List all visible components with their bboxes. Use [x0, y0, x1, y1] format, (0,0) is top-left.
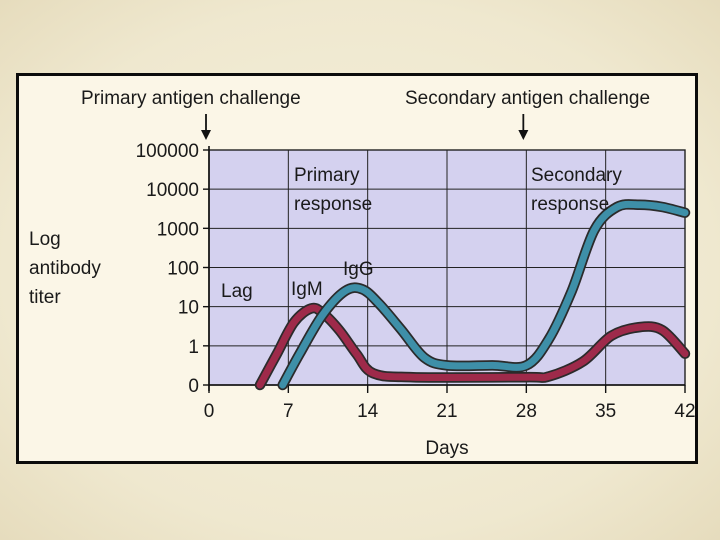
y-tick-label: 100 [167, 259, 199, 280]
x-axis-label: Days [425, 438, 468, 459]
y-axis-label: Log [29, 229, 61, 250]
x-tick-label: 28 [516, 401, 537, 422]
y-tick-label: 1 [188, 337, 199, 358]
y-tick-label: 0 [188, 376, 199, 397]
figure-frame: 0 1 10 100 1000 10000 100000 0 7 14 21 28 35 42 Days Lo… [16, 73, 698, 464]
antibody-titer-chart: 0 1 10 100 1000 10000 100000 0 7 14 21 28 35 42 Days Lo… [29, 88, 695, 459]
igg-label: IgG [343, 259, 374, 280]
x-tick-label: 7 [283, 401, 294, 422]
y-tick-label: 1000 [157, 219, 199, 240]
secondary-response-sublabel: response [531, 194, 609, 215]
x-tick-label: 35 [595, 401, 616, 422]
y-axis-label: titer [29, 287, 61, 308]
x-tick-label: 42 [674, 401, 695, 422]
primary-response-sublabel: response [294, 194, 372, 215]
primary-response-label: Primary [294, 165, 360, 186]
y-tick-label: 100000 [136, 141, 199, 162]
series-line-igg [279, 200, 689, 389]
y-tick-label: 10 [178, 298, 199, 319]
series-line-igm [256, 304, 689, 389]
secondary-challenge-arrow-head [518, 130, 529, 140]
igm-label: IgM [291, 279, 323, 300]
secondary-response-label: Secondary [531, 165, 622, 186]
y-tick-label: 10000 [146, 180, 199, 201]
x-tick-label: 0 [204, 401, 215, 422]
x-tick-label: 21 [436, 401, 457, 422]
lag-label: Lag [221, 281, 253, 302]
x-tick-label: 14 [357, 401, 379, 422]
secondary-challenge-label: Secondary antigen challenge [405, 88, 650, 109]
y-axis-label: antibody [29, 258, 101, 279]
primary-challenge-arrow-head [201, 130, 211, 140]
primary-challenge-label: Primary antigen challenge [81, 88, 301, 109]
